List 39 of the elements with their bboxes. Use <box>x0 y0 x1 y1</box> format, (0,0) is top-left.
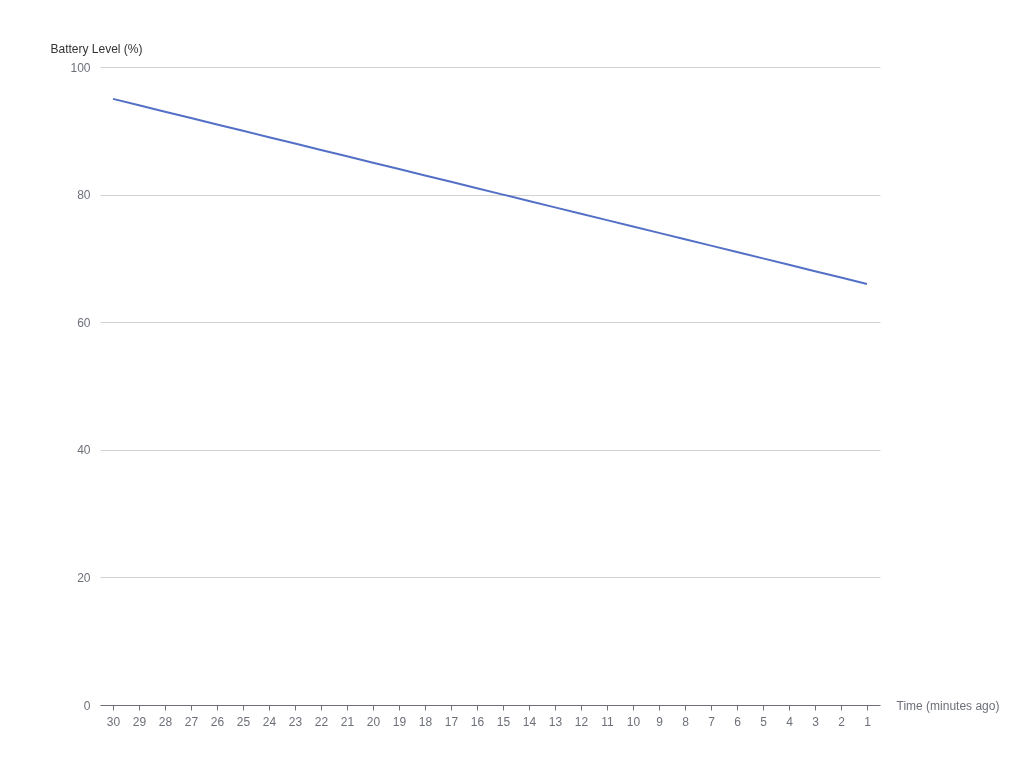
line-series <box>112 97 868 285</box>
x-tick-label: 11 <box>601 714 615 729</box>
x-tick-label: 8 <box>682 714 690 729</box>
x-tick-label: 23 <box>288 714 303 729</box>
x-tick-label: 2 <box>838 714 846 729</box>
x-tick-label: 9 <box>656 714 664 729</box>
y-axis-title: Battery Level (%) <box>50 41 143 56</box>
x-axis-title: Time (minutes ago) <box>896 698 1000 713</box>
x-tick-label: 25 <box>236 714 251 729</box>
x-tick-label: 27 <box>184 714 199 729</box>
x-tick-label: 10 <box>626 714 641 729</box>
x-tick-label: 26 <box>210 714 225 729</box>
x-tick-label: 18 <box>418 714 433 729</box>
x-tick-label: 1 <box>864 714 872 729</box>
x-tick-label: 12 <box>574 714 589 729</box>
x-tick-label: 28 <box>158 714 173 729</box>
x-tick-label: 15 <box>496 714 511 729</box>
x-tick-label: 4 <box>786 714 794 729</box>
y-tick-label: 0 <box>83 698 91 713</box>
x-tick-label: 3 <box>812 714 820 729</box>
y-tick-label: 40 <box>77 443 91 458</box>
x-tick-label: 17 <box>444 714 459 729</box>
x-tick-label: 19 <box>392 714 407 729</box>
x-tick-label: 7 <box>708 714 716 729</box>
x-tick-label: 16 <box>470 714 485 729</box>
x-tick-label: 21 <box>340 714 355 729</box>
x-tick-label: 13 <box>548 714 563 729</box>
y-tick-label: 80 <box>77 188 91 203</box>
x-tick-label: 6 <box>734 714 742 729</box>
y-tick-label: 60 <box>77 315 91 330</box>
x-tick-label: 29 <box>132 714 147 729</box>
x-tick-label: 20 <box>366 714 381 729</box>
x-tick-label: 24 <box>262 714 277 729</box>
x-tick-label: 5 <box>760 714 768 729</box>
x-tick-label: 14 <box>522 714 537 729</box>
y-tick-label: 20 <box>77 570 91 585</box>
x-tick-label: 30 <box>106 714 121 729</box>
y-tick-label: 100 <box>70 60 91 75</box>
x-tick-label: 22 <box>314 714 329 729</box>
